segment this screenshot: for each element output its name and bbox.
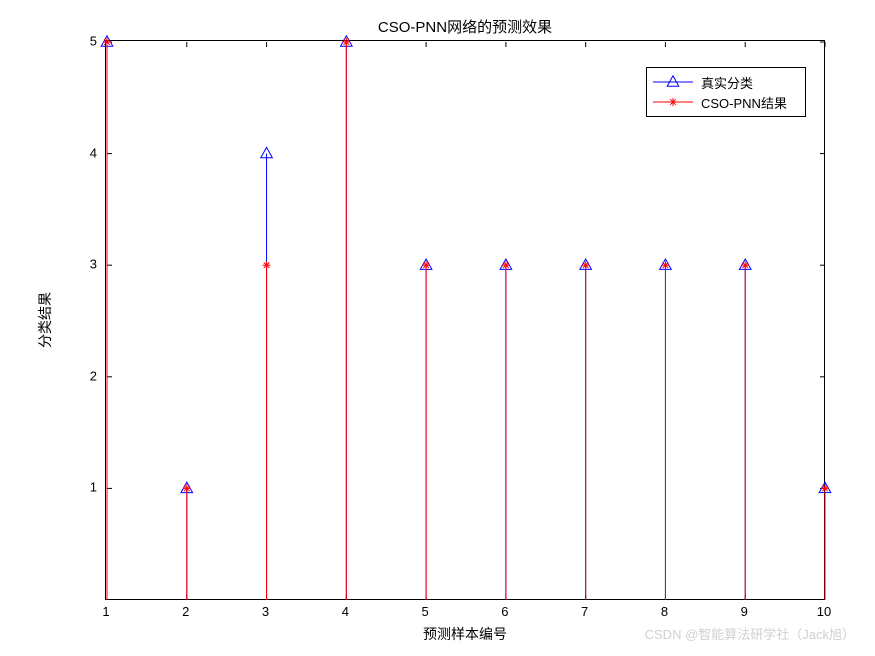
legend-swatch (653, 93, 693, 111)
x-tick-label: 5 (421, 604, 428, 619)
legend: 真实分类CSO-PNN结果 (646, 67, 806, 117)
x-tick-label: 1 (102, 604, 109, 619)
series (103, 38, 829, 600)
x-tick-label: 7 (581, 604, 588, 619)
legend-swatch (653, 73, 693, 91)
plot-svg (106, 41, 826, 601)
x-tick-label: 9 (741, 604, 748, 619)
series (101, 36, 831, 600)
y-tick-label: 5 (90, 34, 97, 49)
plot-area: 真实分类CSO-PNN结果 (105, 40, 825, 600)
x-tick-label: 8 (661, 604, 668, 619)
x-tick-label: 2 (182, 604, 189, 619)
y-tick-label: 2 (90, 368, 97, 383)
figure: CSO-PNN网络的预测效果 分类结果 预测样本编号 真实分类CSO-PNN结果… (0, 0, 875, 656)
legend-item: 真实分类 (653, 72, 799, 92)
x-axis-label: 预测样本编号 (423, 624, 507, 644)
x-tick-label: 4 (342, 604, 349, 619)
watermark: CSDN @智能算法研学社（Jack旭） (645, 624, 855, 643)
y-tick-label: 1 (90, 480, 97, 495)
y-axis-label: 分类结果 (35, 292, 55, 348)
legend-item: CSO-PNN结果 (653, 92, 799, 112)
legend-label: CSO-PNN结果 (701, 93, 787, 112)
chart-title: CSO-PNN网络的预测效果 (378, 16, 552, 37)
x-tick-label: 6 (501, 604, 508, 619)
y-tick-label: 4 (90, 145, 97, 160)
legend-label: 真实分类 (701, 73, 753, 92)
y-tick-label: 3 (90, 257, 97, 272)
x-tick-label: 3 (262, 604, 269, 619)
x-tick-label: 10 (817, 604, 831, 619)
